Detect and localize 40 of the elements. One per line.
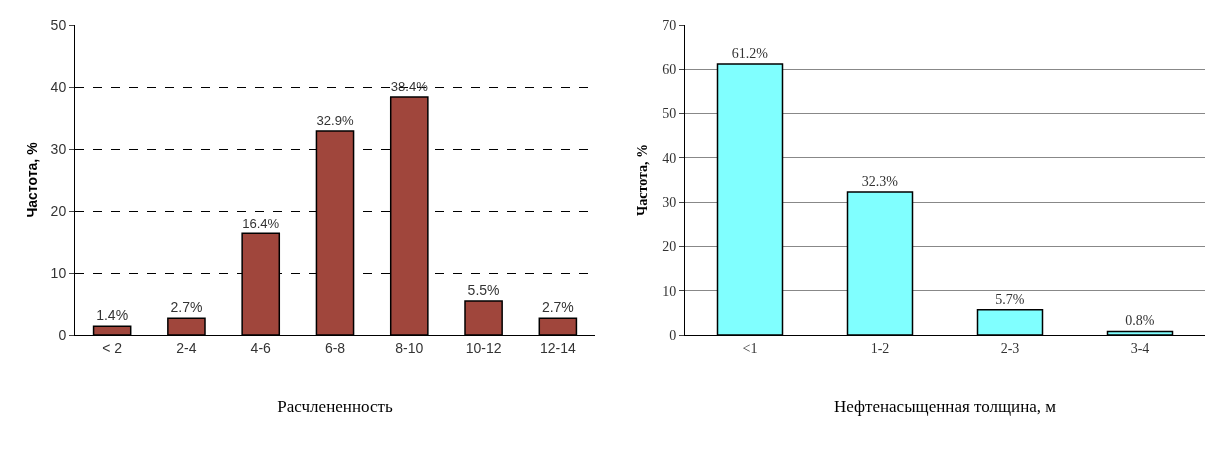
data-label: 2.7%	[170, 299, 203, 316]
y-tick-label: 10	[662, 283, 677, 299]
y-tick-label: 0	[58, 326, 67, 343]
x-tick-label: 3-4	[1130, 340, 1150, 356]
y-tick-label: 10	[50, 264, 67, 281]
x-tick-label: 2-4	[176, 339, 197, 356]
y-tick-label: 60	[662, 62, 677, 78]
y-tick-label: 20	[662, 239, 677, 255]
y-tick-label: 20	[50, 202, 67, 219]
data-label: 5.5%	[467, 281, 500, 298]
y-tick-label: 30	[662, 195, 677, 211]
y-tick-label: 40	[50, 78, 67, 95]
y-axis-title: Частота, %	[635, 143, 650, 217]
x-tick-label: 12-14	[539, 339, 576, 356]
data-label: 1.4%	[96, 307, 129, 324]
x-tick-label: 1-2	[870, 340, 890, 356]
x-tick-label: 4-6	[250, 339, 272, 356]
x-axis-title: Расчлененность	[277, 397, 393, 417]
x-tick-label: < 2	[102, 339, 123, 356]
x-tick-label: 8-10	[395, 339, 424, 356]
y-tick-label: 0	[669, 327, 677, 343]
y-tick-label: 40	[662, 150, 677, 166]
x-axis-title: Нефтенасыщенная толщина, м	[833, 397, 1057, 417]
x-tick-label: 10-12	[465, 339, 502, 356]
y-tick-label: 70	[662, 17, 677, 33]
x-tick-label: 2-3	[1000, 340, 1020, 356]
y-axis-title: Частота, %	[24, 141, 40, 218]
y-tick-label: 50	[50, 16, 67, 33]
data-label: 61.2%	[731, 45, 769, 61]
data-label: 16.4%	[242, 215, 280, 231]
data-label: 32.3%	[861, 173, 899, 189]
data-label: 0.8%	[1125, 313, 1155, 329]
y-tick-label: 30	[50, 140, 67, 157]
data-label: 5.7%	[995, 291, 1025, 307]
data-label: 32.9%	[316, 113, 354, 129]
x-tick-label: <1	[742, 340, 758, 356]
data-label: 38.4%	[390, 79, 429, 95]
data-label: 2.7%	[541, 299, 574, 316]
x-tick-label: 6-8	[324, 339, 346, 356]
y-tick-label: 50	[662, 106, 677, 122]
